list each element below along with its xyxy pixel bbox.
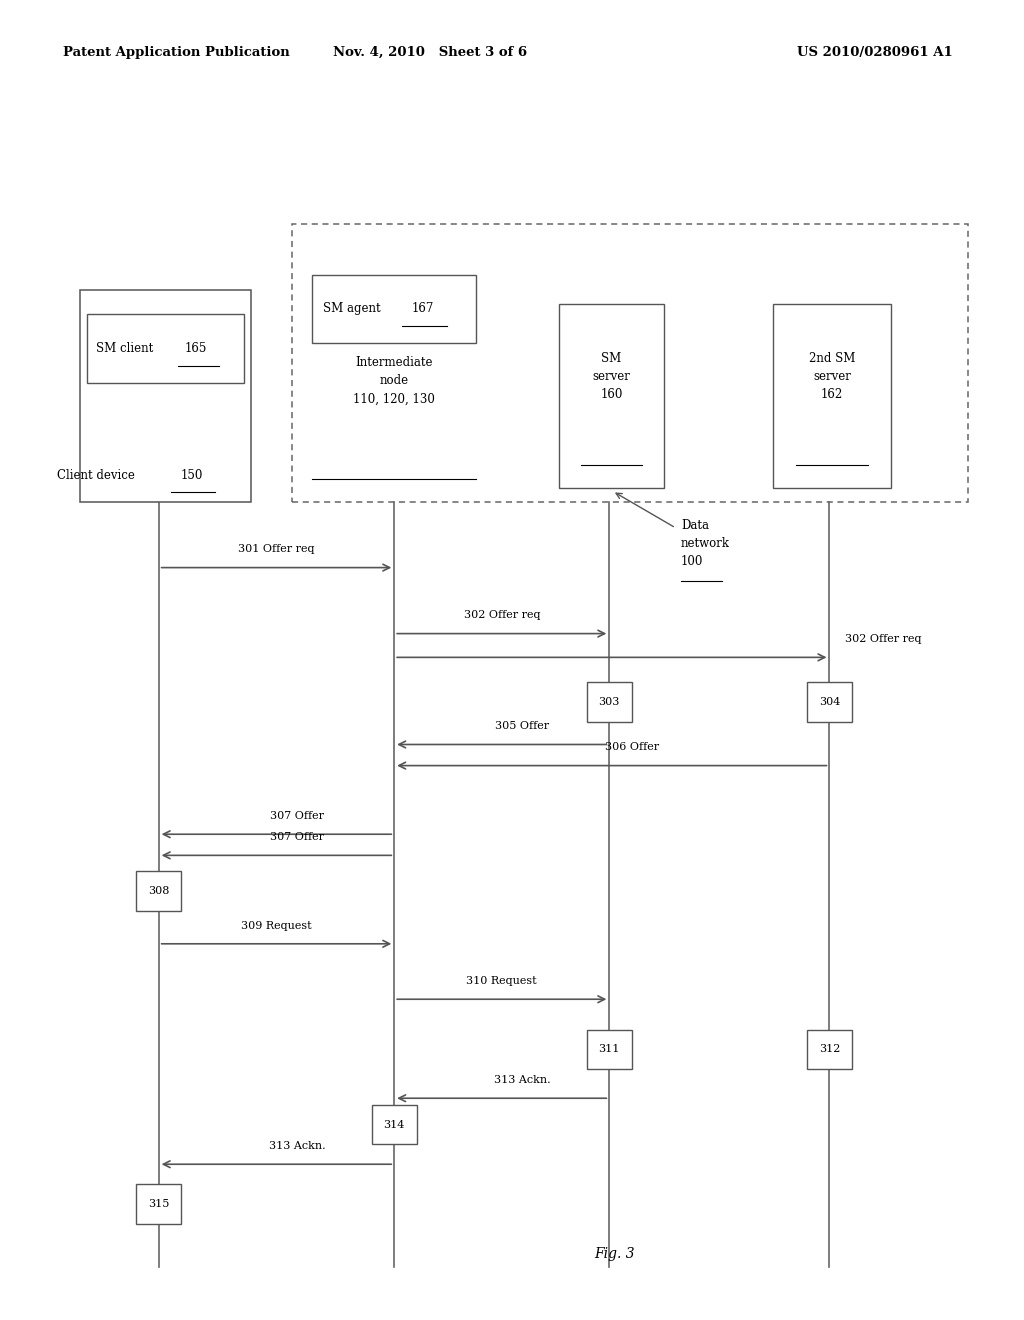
Text: 315: 315 bbox=[148, 1199, 169, 1209]
Text: 302 Offer req: 302 Offer req bbox=[845, 634, 922, 644]
Bar bbox=[587, 682, 632, 722]
Text: Patent Application Publication: Patent Application Publication bbox=[63, 46, 290, 59]
Text: 312: 312 bbox=[819, 1044, 840, 1055]
Text: 311: 311 bbox=[599, 1044, 620, 1055]
Text: SM agent: SM agent bbox=[323, 302, 384, 315]
Text: SM client: SM client bbox=[96, 342, 158, 355]
Text: 308: 308 bbox=[148, 886, 169, 896]
Text: 307 Offer: 307 Offer bbox=[270, 810, 324, 821]
Text: 309 Request: 309 Request bbox=[242, 920, 311, 931]
Text: 150: 150 bbox=[180, 469, 203, 482]
Bar bbox=[80, 290, 251, 502]
Bar bbox=[587, 1030, 632, 1069]
Text: 304: 304 bbox=[819, 697, 840, 708]
Text: 306 Offer: 306 Offer bbox=[605, 742, 659, 752]
Text: 303: 303 bbox=[599, 697, 620, 708]
Text: Intermediate
node
110, 120, 130: Intermediate node 110, 120, 130 bbox=[353, 356, 435, 405]
Text: 165: 165 bbox=[185, 342, 207, 355]
Text: 167: 167 bbox=[412, 302, 434, 315]
Bar bbox=[559, 304, 664, 488]
Bar bbox=[807, 1030, 852, 1069]
Bar bbox=[136, 1184, 181, 1224]
Text: SM
server
160: SM server 160 bbox=[593, 351, 630, 401]
Bar bbox=[136, 871, 181, 911]
Text: 313 Ackn.: 313 Ackn. bbox=[268, 1140, 326, 1151]
Text: 302 Offer req: 302 Offer req bbox=[464, 610, 540, 620]
Text: Data
network
100: Data network 100 bbox=[681, 519, 730, 568]
Text: 305 Offer: 305 Offer bbox=[496, 721, 549, 731]
Bar bbox=[773, 304, 891, 488]
Text: Fig. 3: Fig. 3 bbox=[594, 1247, 635, 1261]
Text: 314: 314 bbox=[384, 1119, 404, 1130]
Bar bbox=[807, 682, 852, 722]
Text: 313 Ackn.: 313 Ackn. bbox=[494, 1074, 551, 1085]
Text: 310 Request: 310 Request bbox=[467, 975, 537, 986]
Text: 307 Offer: 307 Offer bbox=[270, 832, 324, 842]
Bar bbox=[312, 275, 476, 343]
Text: Nov. 4, 2010   Sheet 3 of 6: Nov. 4, 2010 Sheet 3 of 6 bbox=[333, 46, 527, 59]
Text: 301 Offer req: 301 Offer req bbox=[239, 544, 314, 554]
Bar bbox=[372, 1105, 417, 1144]
Text: US 2010/0280961 A1: US 2010/0280961 A1 bbox=[797, 46, 952, 59]
Text: Client device: Client device bbox=[56, 469, 138, 482]
Bar bbox=[292, 224, 968, 502]
Bar bbox=[87, 314, 244, 383]
Text: 2nd SM
server
162: 2nd SM server 162 bbox=[809, 351, 855, 401]
